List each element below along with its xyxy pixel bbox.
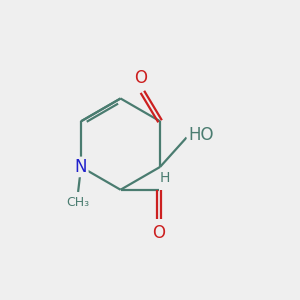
Text: N: N	[75, 158, 87, 176]
Text: O: O	[152, 224, 165, 242]
Text: HO: HO	[188, 125, 214, 143]
Text: CH₃: CH₃	[67, 196, 90, 209]
Text: H: H	[160, 171, 170, 185]
Text: O: O	[134, 69, 147, 87]
